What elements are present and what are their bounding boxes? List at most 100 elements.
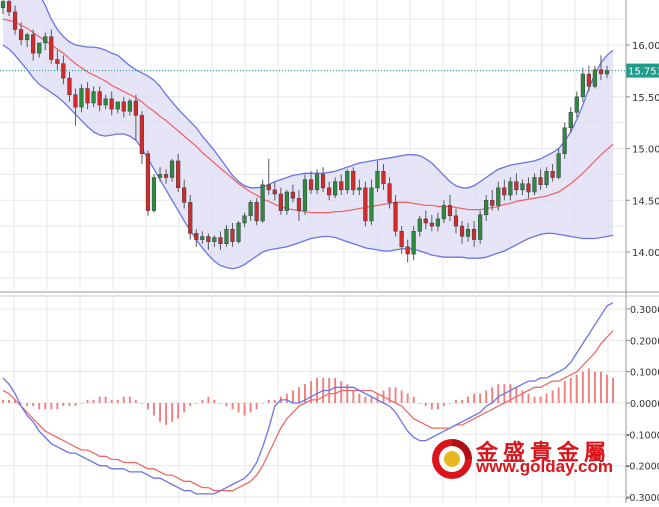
candle-body bbox=[580, 73, 585, 98]
macd-histogram-bar bbox=[545, 393, 548, 403]
macd-histogram-bar bbox=[449, 403, 451, 404]
candle bbox=[465, 223, 471, 242]
candle bbox=[490, 189, 495, 211]
candle-body bbox=[115, 101, 120, 110]
candle-body bbox=[55, 59, 60, 64]
macd-histogram-bar bbox=[56, 403, 59, 410]
candle bbox=[405, 239, 410, 263]
macd-histogram-bar bbox=[334, 377, 337, 403]
candle-body bbox=[218, 237, 223, 244]
candle bbox=[278, 187, 283, 215]
macd-histogram-bar bbox=[98, 396, 101, 403]
candle-body bbox=[182, 187, 187, 203]
candle-body bbox=[544, 171, 549, 186]
macd-histogram-bar bbox=[424, 403, 427, 407]
macd-histogram-bar bbox=[110, 399, 113, 403]
macd-histogram-bar bbox=[491, 387, 494, 403]
macd-histogram-bar bbox=[473, 393, 476, 403]
price-tick-label: 16.000 bbox=[632, 41, 659, 52]
candle-body bbox=[333, 181, 338, 196]
candle bbox=[169, 158, 175, 182]
candle bbox=[351, 167, 356, 196]
candle-body bbox=[103, 98, 108, 106]
price-tick-label: 14.000 bbox=[632, 248, 659, 259]
candle-body bbox=[435, 218, 440, 227]
candle-body bbox=[49, 36, 54, 60]
candle-body bbox=[604, 70, 610, 75]
macd-histogram-bar bbox=[231, 403, 234, 410]
candle bbox=[284, 189, 289, 215]
candle bbox=[91, 86, 96, 108]
candle-body bbox=[6, 1, 12, 13]
candle-body bbox=[230, 228, 235, 242]
candle-body bbox=[592, 69, 597, 87]
candle-body bbox=[85, 88, 90, 104]
candle-body bbox=[399, 231, 404, 248]
macd-histogram-bar bbox=[376, 393, 379, 403]
candle-body bbox=[266, 184, 271, 191]
macd-histogram-bar bbox=[606, 374, 608, 403]
candle bbox=[363, 181, 368, 227]
macd-histogram-bar bbox=[285, 393, 288, 403]
candle-body bbox=[568, 112, 573, 129]
candle-body bbox=[369, 187, 374, 222]
candle-body bbox=[61, 63, 66, 79]
macd-histogram-bar bbox=[255, 403, 258, 410]
macd-histogram-bar bbox=[134, 399, 137, 403]
candle-body bbox=[526, 183, 531, 193]
candle bbox=[206, 233, 211, 250]
candle bbox=[381, 164, 386, 190]
macd-histogram-bar bbox=[515, 387, 518, 403]
candle bbox=[248, 200, 253, 221]
macd-histogram-bar bbox=[310, 381, 312, 403]
price-axis: 16.000 15.500 15.000 14.500 14.000 15.753 bbox=[626, 0, 659, 290]
candle bbox=[320, 167, 326, 192]
candle bbox=[532, 173, 537, 196]
candle-body bbox=[163, 174, 169, 178]
candle bbox=[574, 91, 579, 118]
macd-histogram-bar bbox=[141, 403, 143, 404]
candle-body bbox=[200, 236, 205, 240]
candle-body bbox=[459, 225, 465, 237]
candle-body bbox=[478, 214, 483, 240]
candle bbox=[157, 167, 163, 182]
candle-body bbox=[574, 96, 579, 113]
candle bbox=[266, 158, 271, 196]
macd-histogram-bar bbox=[430, 403, 433, 410]
candle bbox=[556, 148, 561, 180]
candle bbox=[31, 29, 36, 61]
macd-histogram-bar bbox=[352, 390, 355, 403]
candle-body bbox=[550, 171, 555, 178]
candle bbox=[230, 223, 235, 247]
macd-histogram-bar bbox=[600, 371, 602, 403]
macd-histogram-bar bbox=[20, 403, 23, 404]
macd-histogram-bar bbox=[183, 403, 186, 413]
macd-histogram-bar bbox=[153, 403, 155, 416]
macd-histogram-bar bbox=[539, 396, 542, 403]
candle bbox=[580, 67, 585, 102]
macd-histogram-bar bbox=[394, 387, 397, 403]
candle-body bbox=[490, 200, 495, 206]
candle bbox=[290, 184, 295, 203]
macd-histogram-bar bbox=[527, 393, 530, 403]
candle bbox=[296, 189, 302, 221]
macd-histogram-bar bbox=[364, 396, 367, 403]
candle bbox=[592, 65, 597, 89]
macd-histogram-bar bbox=[412, 396, 415, 403]
macd-histogram-bar bbox=[8, 399, 10, 403]
macd-histogram-bar bbox=[316, 377, 318, 403]
macd-histogram-bar bbox=[2, 399, 4, 403]
candle bbox=[182, 179, 187, 209]
candle bbox=[212, 235, 217, 247]
macd-histogram-bar bbox=[201, 399, 204, 403]
macd-histogram-bar bbox=[267, 399, 270, 403]
candle-body bbox=[73, 94, 78, 108]
candle-body bbox=[429, 222, 434, 227]
macd-histogram-bar bbox=[400, 390, 403, 403]
candle bbox=[151, 174, 157, 213]
macd-histogram-bar bbox=[219, 403, 222, 404]
candle bbox=[514, 173, 519, 196]
